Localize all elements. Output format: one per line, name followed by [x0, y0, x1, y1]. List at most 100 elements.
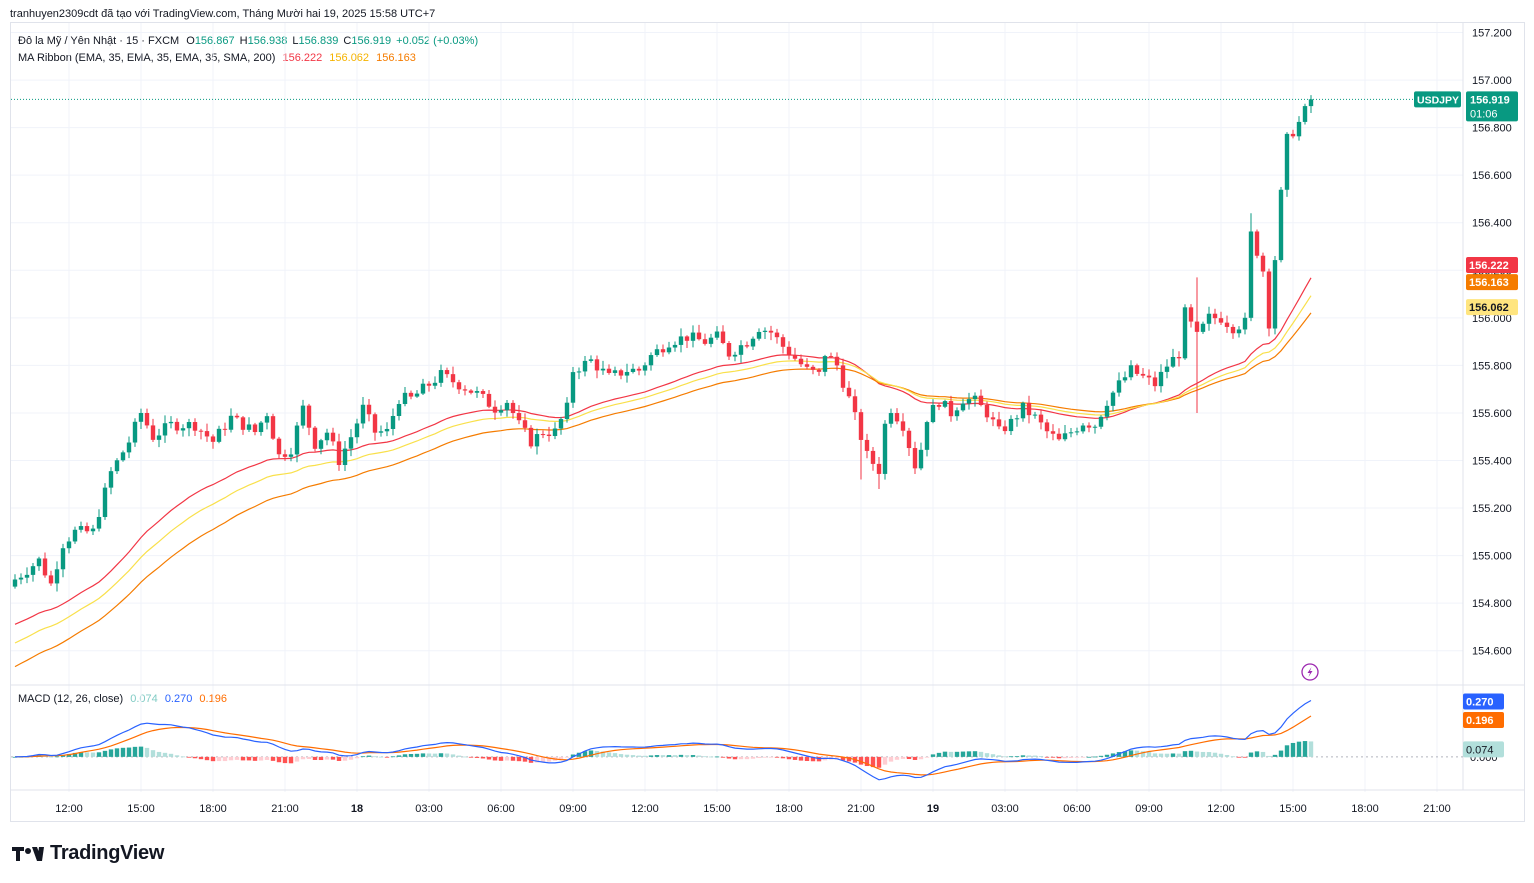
- candle-body: [408, 392, 414, 397]
- macd-histogram-bar: [1152, 753, 1158, 757]
- candle-body: [858, 412, 864, 440]
- macd-histogram-bar: [1026, 755, 1032, 757]
- macd-histogram-bar: [1248, 752, 1254, 757]
- candle-body: [1176, 356, 1182, 359]
- candle-body: [300, 405, 306, 426]
- macd-histogram-bar: [708, 756, 714, 758]
- candle-body: [258, 422, 264, 433]
- candle-body: [822, 356, 828, 372]
- macd-histogram-bar: [1230, 756, 1236, 758]
- macd-histogram-bar: [60, 755, 66, 757]
- macd-histogram-bar: [432, 753, 438, 757]
- candle-body: [1302, 106, 1308, 122]
- candle-body: [720, 331, 726, 344]
- candle-body: [78, 526, 84, 530]
- macd-badge-blue-bg: [1463, 693, 1504, 710]
- macd-histogram-bar: [474, 756, 480, 758]
- macd-histogram-bar: [246, 756, 252, 761]
- macd-histogram-bar: [612, 753, 618, 757]
- candle-body: [888, 413, 894, 424]
- candle-body: [1278, 189, 1284, 261]
- macd-histogram-bar: [738, 756, 744, 760]
- candle-body: [804, 364, 810, 367]
- symbol-legend[interactable]: Đô la Mỹ / Yên Nhật · 15 · FXCM O156.867…: [18, 35, 478, 47]
- candle-body: [1194, 321, 1200, 332]
- candle-body: [552, 428, 558, 437]
- candle-body: [42, 558, 48, 576]
- candle-body: [486, 393, 492, 407]
- candle-body: [744, 345, 750, 347]
- time-axis-tick-label: 06:00: [487, 803, 515, 815]
- candle-body: [192, 422, 198, 431]
- macd-histogram-bar: [288, 756, 294, 764]
- price-axis-tick-label: 156.600: [1472, 170, 1512, 182]
- macd-histogram-bar: [84, 752, 90, 757]
- candle-body: [1254, 231, 1260, 256]
- candle-body: [660, 349, 666, 353]
- macd-histogram-bar: [912, 756, 918, 760]
- candle-body: [198, 430, 204, 432]
- candle-body: [84, 526, 90, 532]
- macd-histogram-bar: [252, 756, 258, 761]
- ohlc-high-value: 156.938: [247, 35, 288, 47]
- macd-histogram-bar: [312, 756, 318, 760]
- footer-brand[interactable]: TradingView: [12, 842, 164, 865]
- ma-badge-yellow: 156.062: [1469, 302, 1509, 314]
- candle-body: [540, 434, 546, 436]
- candles-group: [12, 95, 1314, 592]
- macd-histogram-bar: [1188, 750, 1194, 757]
- macd-histogram-bar: [294, 756, 300, 762]
- macd-histogram-bar: [810, 756, 816, 762]
- macd-histogram-bar: [972, 751, 978, 757]
- candle-body: [60, 548, 66, 570]
- macd-histogram-bar: [396, 755, 402, 757]
- macd-histogram-bar: [1146, 752, 1152, 757]
- candle-body: [1134, 365, 1140, 374]
- candle-body: [1032, 414, 1038, 416]
- macd-histogram-bar: [366, 755, 372, 757]
- macd-histogram-bar: [306, 756, 312, 759]
- candle-body: [18, 577, 24, 580]
- macd-histogram-bar: [1122, 751, 1128, 757]
- macd-histogram-bar: [492, 756, 498, 761]
- macd-histogram-bar: [804, 756, 810, 762]
- candle-body: [630, 368, 636, 372]
- candle-body: [426, 383, 432, 386]
- macd-histogram-bar: [930, 754, 936, 757]
- last-price-badge: 156.919: [1470, 94, 1510, 106]
- ma-ribbon-legend[interactable]: MA Ribbon (EMA, 35, EMA, 35, EMA, 35, SM…: [18, 52, 416, 64]
- publisher-text: tranhuyen2309cdt đã tạo với TradingView.…: [10, 8, 436, 20]
- time-axis-tick-label: 19: [927, 803, 939, 815]
- macd-histogram-bar: [126, 747, 132, 757]
- candle-body: [156, 435, 162, 440]
- candle-body: [996, 419, 1002, 427]
- candle-body: [762, 330, 768, 332]
- candle-body: [516, 413, 522, 421]
- candle-body: [390, 415, 396, 429]
- macd-histogram-bar: [174, 755, 180, 757]
- candle-body: [1056, 433, 1062, 440]
- time-axis-tick-label: 03:00: [415, 803, 443, 815]
- macd-histogram-bar: [942, 751, 948, 757]
- candle-body: [930, 404, 936, 423]
- candle-body: [1140, 373, 1146, 376]
- macd-histogram-bar: [768, 756, 774, 758]
- candle-body: [294, 425, 300, 455]
- macd-histogram-bar: [1218, 753, 1224, 757]
- macd-histogram-bar: [606, 752, 612, 757]
- candle-body: [870, 450, 876, 464]
- macd-histogram-bar: [834, 756, 840, 760]
- time-axis-tick-label: 18: [351, 803, 363, 815]
- price-axis-tick-label: 157.000: [1472, 75, 1512, 87]
- macd-histogram-bar: [720, 756, 726, 758]
- candle-body: [1206, 313, 1212, 324]
- macd-histogram-bar: [690, 755, 696, 757]
- macd-histogram-bar: [1260, 751, 1266, 757]
- candle-body: [834, 356, 840, 366]
- macd-histogram-bar: [540, 756, 546, 763]
- candle-body: [522, 420, 528, 428]
- macd-histogram-bar: [96, 752, 102, 757]
- macd-histogram-bar: [414, 753, 420, 757]
- candle-body: [114, 460, 120, 472]
